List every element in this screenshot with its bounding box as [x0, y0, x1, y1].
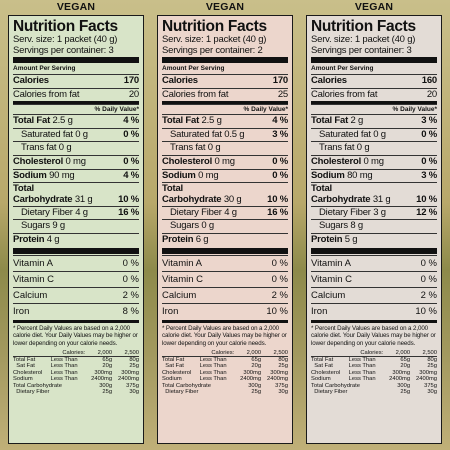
- divider-thick: [13, 57, 139, 63]
- serving-size: Serv. size: 1 packet (40 g): [13, 34, 118, 45]
- serving-size: Serv. size: 1 packet (40 g): [311, 34, 416, 45]
- daily-value-footnote: * Percent Daily Values are based on a 2,…: [162, 324, 287, 347]
- carbohydrate-row: Total Carbohydrate 30 g 10 %: [162, 182, 288, 205]
- serving-size: Serv. size: 1 packet (40 g): [162, 34, 267, 45]
- trans-fat-row: Trans fat 0 g: [13, 141, 139, 155]
- fiber-row: Dietary Fiber 3 g 12 %: [311, 205, 437, 220]
- sugars-row: Sugars 8 g: [311, 219, 437, 233]
- divider-thick: [162, 247, 288, 254]
- daily-value-footnote: * Percent Daily Values are based on a 2,…: [311, 324, 436, 347]
- nutrition-title: Nutrition Facts: [311, 18, 416, 35]
- calories-fat-row: Calories from fat 20: [311, 87, 437, 100]
- daily-value-header: % Daily Value*: [162, 104, 288, 114]
- nutrition-title: Nutrition Facts: [13, 18, 118, 35]
- daily-value-table: Calories: 2,000 2,500 Total Fat Less Than 65…: [13, 349, 139, 395]
- carbohydrate-row: Total Carbohydrate 31 g 10 %: [13, 182, 139, 205]
- cholesterol-row: Cholesterol 0 mg 0 %: [162, 154, 288, 167]
- sodium-row: Sodium 0 mg 0 %: [162, 168, 288, 181]
- iron-row: Iron 10 %: [162, 303, 288, 319]
- divider-medium: [311, 319, 437, 323]
- calories-fat-row: Calories from fat 20: [13, 87, 139, 100]
- divider-medium: [311, 101, 437, 105]
- sodium-row: Sodium 90 mg 4 %: [13, 168, 139, 181]
- amount-per-serving: Amount Per Serving: [13, 65, 76, 72]
- vegan-badge: VEGAN: [354, 1, 394, 13]
- divider-medium: [13, 101, 139, 105]
- iron-row: Iron 10 %: [311, 303, 437, 319]
- sodium-row: Sodium 80 mg 3 %: [311, 168, 437, 181]
- divider-thick: [13, 247, 139, 254]
- sugars-row: Sugars 9 g: [13, 219, 139, 233]
- divider-thick: [311, 57, 437, 63]
- daily-value-footnote: * Percent Daily Values are based on a 2,…: [13, 324, 138, 347]
- protein-row: Protein 4 g: [13, 232, 139, 247]
- servings-per-container: Servings per container: 2: [162, 44, 263, 56]
- carbohydrate-row: Total Carbohydrate 31 g 10 %: [311, 182, 437, 205]
- divider-medium: [162, 319, 288, 323]
- daily-value-table: Calories: 2,000 2,500 Total Fat Less Than 65…: [162, 349, 288, 395]
- nutrition-label: Nutrition Facts Serv. size: 1 packet (40…: [8, 15, 144, 444]
- calcium-row: Calcium 2 %: [13, 287, 139, 303]
- cholesterol-row: Cholesterol 0 mg 0 %: [311, 154, 437, 167]
- servings-per-container: Servings per container: 3: [311, 44, 412, 56]
- trans-fat-row: Trans fat 0 g: [162, 141, 288, 155]
- fiber-row: Dietary Fiber 4 g 16 %: [13, 205, 139, 220]
- calories-row: Calories 160: [311, 74, 437, 86]
- nutrition-panel-2: VEGAN Nutrition Facts Serv. size: 1 pack…: [153, 0, 297, 450]
- protein-row: Protein 6 g: [162, 232, 288, 247]
- calories-row: Calories 170: [13, 74, 139, 86]
- calories-row: Calories 170: [162, 74, 288, 86]
- trans-fat-row: Trans fat 0 g: [311, 141, 437, 155]
- daily-value-table: Calories: 2,000 2,500 Total Fat Less Than 65…: [311, 349, 437, 395]
- servings-per-container: Servings per container: 3: [13, 44, 114, 56]
- calcium-row: Calcium 2 %: [311, 287, 437, 303]
- calcium-row: Calcium 2 %: [162, 287, 288, 303]
- divider-thick: [311, 247, 437, 254]
- nutrition-label: Nutrition Facts Serv. size: 1 packet (40…: [306, 15, 442, 444]
- nutrition-panel-3: VEGAN Nutrition Facts Serv. size: 1 pack…: [302, 0, 446, 450]
- iron-row: Iron 8 %: [13, 303, 139, 319]
- sugars-row: Sugars 0 g: [162, 219, 288, 233]
- cholesterol-row: Cholesterol 0 mg 0 %: [13, 154, 139, 167]
- nutrition-title: Nutrition Facts: [162, 18, 267, 35]
- amount-per-serving: Amount Per Serving: [162, 65, 225, 72]
- divider-thick: [162, 57, 288, 63]
- calories-fat-row: Calories from fat 25: [162, 87, 288, 100]
- amount-per-serving: Amount Per Serving: [311, 65, 374, 72]
- divider-medium: [162, 101, 288, 105]
- vegan-badge: VEGAN: [205, 1, 245, 13]
- fiber-row: Dietary Fiber 4 g 16 %: [162, 205, 288, 220]
- protein-row: Protein 5 g: [311, 232, 437, 247]
- vegan-badge: VEGAN: [56, 1, 96, 13]
- nutrition-label: Nutrition Facts Serv. size: 1 packet (40…: [157, 15, 293, 444]
- nutrition-panel-1: VEGAN Nutrition Facts Serv. size: 1 pack…: [4, 0, 148, 450]
- divider-medium: [13, 319, 139, 323]
- daily-value-header: % Daily Value*: [311, 104, 437, 114]
- daily-value-header: % Daily Value*: [13, 104, 139, 114]
